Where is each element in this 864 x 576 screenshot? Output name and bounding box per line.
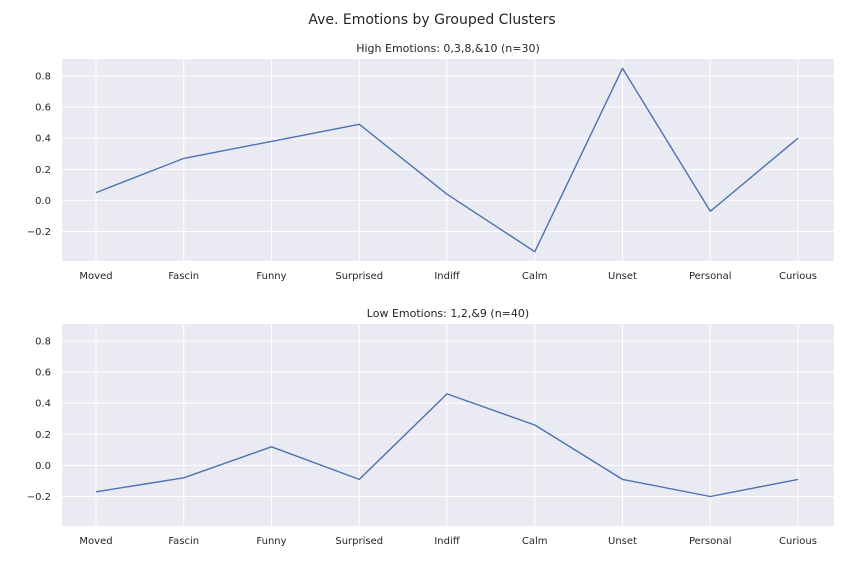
y-tick-label: 0.8: [35, 72, 51, 83]
y-tick-label: −0.2: [27, 227, 51, 238]
y-tick-label: −0.2: [27, 492, 51, 503]
series-line: [95, 393, 799, 498]
x-tick-label: Funny: [256, 271, 286, 282]
y-tick-label: 0.6: [35, 368, 51, 379]
x-tick-label: Personal: [689, 536, 732, 547]
y-tick-label: 0.0: [35, 461, 51, 472]
y-tick-label: 0.6: [35, 103, 51, 114]
chart-panel-high: High Emotions: 0,3,8,&10 (n=30) −0.2 0.0 0…: [27, 42, 834, 282]
x-tick-label: Personal: [689, 271, 732, 282]
x-tick-label: Moved: [79, 536, 112, 547]
series-line: [95, 67, 799, 253]
x-tick-label: Surprised: [335, 271, 383, 282]
chart-title: Low Emotions: 1,2,&9 (n=40): [367, 307, 529, 320]
y-tick-label: 0.2: [35, 165, 51, 176]
chart-panel-low: Low Emotions: 1,2,&9 (n=40) −0.2 0.0 0.2 0.…: [27, 307, 834, 547]
x-tick-label: Curious: [779, 536, 817, 547]
y-tick-label: 0.0: [35, 196, 51, 207]
x-tick-label: Curious: [779, 271, 817, 282]
x-tick-label: Unset: [608, 271, 637, 282]
x-tick-label: Indiff: [434, 271, 460, 282]
chart-title: High Emotions: 0,3,8,&10 (n=30): [356, 42, 540, 55]
x-tick-label: Calm: [522, 271, 548, 282]
x-tick-label: Indiff: [434, 536, 460, 547]
y-tick-label: 0.2: [35, 430, 51, 441]
x-tick-label: Fascin: [168, 536, 199, 547]
figure-title: Ave. Emotions by Grouped Clusters: [308, 12, 555, 28]
x-tick-label: Calm: [522, 536, 548, 547]
x-tick-label: Unset: [608, 536, 637, 547]
x-tick-label: Funny: [256, 536, 286, 547]
plot-area: [62, 59, 834, 261]
x-tick-label: Fascin: [168, 271, 199, 282]
y-tick-label: 0.8: [35, 337, 51, 348]
x-tick-label: Moved: [79, 271, 112, 282]
y-tick-label: 0.4: [35, 134, 51, 145]
plot-area: [62, 324, 834, 526]
y-tick-label: 0.4: [35, 399, 51, 410]
x-tick-label: Surprised: [335, 536, 383, 547]
